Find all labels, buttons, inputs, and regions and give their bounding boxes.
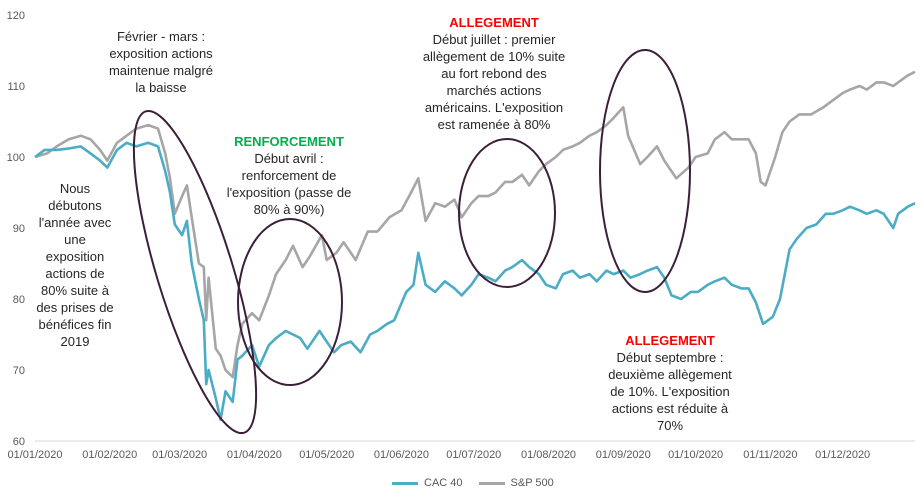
annotation-allegement-juillet-heading: ALLEGEMENT [449,15,539,30]
y-tick-label: 110 [7,81,25,93]
annotation-renforcement-text: Début avril : renforcement de l'expositi… [226,151,352,217]
legend-item-sp500: S&P 500 [478,477,554,489]
x-tick-label: 01/02/2020 [82,449,137,461]
x-tick-label: 01/06/2020 [374,449,429,461]
annotation-nous-text: Nous débutons l'année avec une expositio… [36,181,114,349]
x-tick-label: 01/12/2020 [815,449,870,461]
series-layer [34,70,916,422]
y-axis-tick-labels: 60 70 80 90 100 110 120 [7,10,25,448]
y-tick-label: 80 [13,294,25,306]
x-tick-label: 01/01/2020 [7,449,62,461]
y-tick-label: 90 [13,223,25,235]
annotation-allegement-septembre-heading: ALLEGEMENT [625,333,715,348]
legend-label-cac40: CAC 40 [424,477,463,489]
x-tick-label: 01/04/2020 [227,449,282,461]
legend-swatch-sp500 [478,481,505,485]
ellipse-july [458,138,556,288]
annotation-allegement-juillet-text: Début juillet : premier allègement de 10… [422,32,566,132]
annotation-nous: Nous débutons l'année avec une expositio… [24,180,126,350]
annotation-allegement-septembre: ALLEGEMENT Début septembre : deuxième al… [590,332,750,434]
legend: CAC 40 S&P 500 [392,477,564,489]
annotation-renforcement-heading: RENFORCEMENT [234,134,344,149]
x-tick-label: 01/07/2020 [446,449,501,461]
annotation-fevrier-text: Février - mars : exposition actions main… [108,29,214,95]
y-tick-label: 120 [7,10,25,22]
x-tick-label: 01/05/2020 [299,449,354,461]
ellipse-feb-march [132,109,258,435]
annotation-allegement-juillet: ALLEGEMENT Début juillet : premier allèg… [405,14,583,133]
y-tick-label: 60 [13,436,25,448]
annotation-fevrier: Février - mars : exposition actions main… [92,28,230,96]
ellipse-september [599,49,691,293]
x-tick-label: 01/10/2020 [668,449,723,461]
ellipse-april [237,218,343,386]
series-line-cac40 [34,141,916,422]
x-tick-label: 01/03/2020 [152,449,207,461]
annotation-renforcement: RENFORCEMENT Début avril : renforcement … [207,133,371,218]
y-tick-label: 70 [13,365,25,377]
x-tick-label: 01/09/2020 [596,449,651,461]
series-line-sp500 [34,70,916,379]
legend-item-cac40: CAC 40 [392,477,463,489]
legend-label-sp500: S&P 500 [510,477,554,489]
x-tick-label: 01/08/2020 [521,449,576,461]
annotation-allegement-septembre-text: Début septembre : deuxième allègement de… [608,350,732,433]
annotation-ellipses [132,49,691,435]
legend-swatch-cac40 [392,481,418,485]
x-axis-tick-labels: 01/01/2020 01/02/2020 01/03/2020 01/04/2020… [7,449,870,461]
x-tick-label: 01/11/2020 [743,449,797,461]
y-tick-label: 100 [7,152,25,164]
